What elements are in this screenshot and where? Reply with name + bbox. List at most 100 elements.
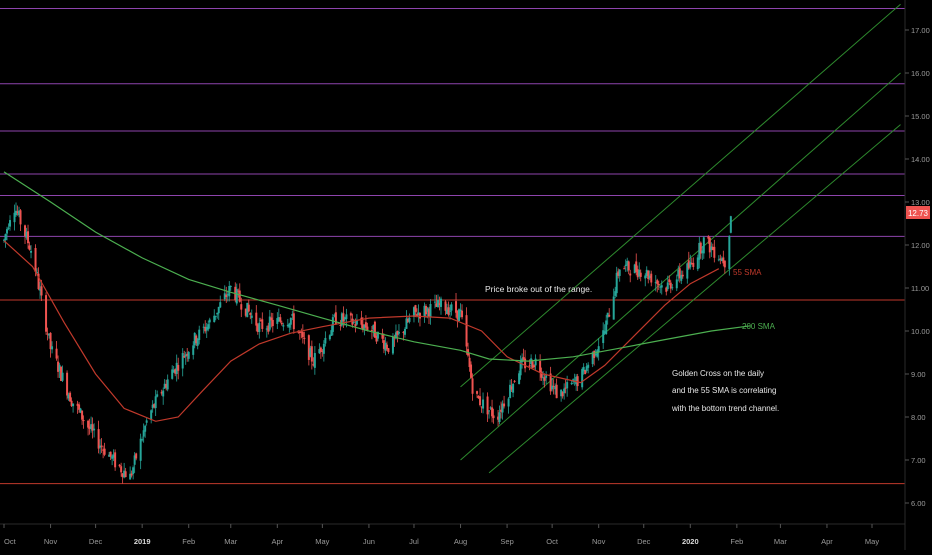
candle-body	[36, 272, 39, 274]
candle	[171, 365, 174, 380]
candle	[717, 255, 720, 262]
candle-body	[249, 313, 252, 315]
candle	[666, 275, 669, 291]
candle-body	[470, 364, 473, 378]
candle-body	[111, 456, 114, 459]
candle-body	[503, 403, 506, 407]
candle	[330, 325, 333, 336]
candle	[121, 472, 124, 484]
candle-body	[606, 312, 609, 318]
candle-body	[542, 377, 545, 379]
time-axis[interactable]: Oct Nov Dec 2019 Feb Mar Apr May Jun Jul Aug Sep Oct…	[0, 523, 905, 546]
candle-body	[698, 242, 701, 260]
candle	[612, 288, 615, 320]
candle-body	[88, 426, 91, 429]
candle-body	[333, 315, 336, 317]
candle	[385, 341, 388, 352]
candle	[555, 378, 558, 399]
y-tick-label: 15.00	[911, 112, 930, 121]
candle	[533, 364, 536, 369]
candle	[618, 269, 621, 282]
candle	[403, 327, 406, 338]
candle-body	[183, 356, 186, 358]
candle-body	[720, 258, 723, 262]
candle	[602, 322, 605, 349]
candle-body	[639, 272, 642, 277]
channel-line-1	[460, 72, 901, 461]
candle-body	[417, 312, 420, 316]
candle	[449, 304, 452, 320]
candle	[207, 320, 210, 332]
candle	[120, 462, 123, 477]
candle-body	[426, 308, 429, 312]
candle-body	[55, 348, 58, 359]
y-tick-label: 7.00	[911, 456, 926, 465]
x-tick-label: Sep	[500, 537, 513, 546]
candle	[219, 295, 222, 309]
candle-body	[575, 376, 578, 385]
candle	[318, 343, 321, 355]
candle-body	[187, 352, 190, 359]
candle	[458, 308, 461, 322]
candle-body	[87, 420, 90, 428]
candle-body	[384, 342, 387, 351]
candle-body	[307, 335, 310, 360]
moving-averages	[3, 171, 751, 422]
candle-body	[686, 263, 689, 279]
candle-body	[587, 364, 590, 368]
candle-body	[256, 324, 259, 332]
candle-body	[623, 268, 626, 270]
candle-body	[675, 279, 678, 289]
y-tick-label: 16.00	[911, 69, 930, 78]
candle-body	[40, 286, 43, 296]
candle	[500, 401, 503, 419]
candle-body	[552, 385, 555, 387]
x-tick-label: May	[865, 537, 879, 546]
candle	[702, 236, 705, 259]
candle	[112, 449, 115, 462]
candle-body	[25, 231, 28, 238]
candle	[545, 371, 548, 384]
candle-body	[585, 366, 588, 371]
candle-body	[280, 322, 283, 325]
candle	[268, 310, 271, 332]
candle	[150, 409, 153, 424]
candle-body	[402, 331, 405, 334]
candle	[597, 338, 600, 361]
candle	[509, 379, 512, 399]
candle	[722, 250, 725, 267]
candle-body	[624, 264, 627, 267]
candle	[216, 312, 219, 319]
candle-body	[90, 424, 93, 430]
candle	[623, 265, 626, 270]
candle	[465, 307, 468, 355]
candle	[375, 331, 378, 345]
x-tick-label: Nov	[592, 537, 606, 546]
candle	[638, 262, 641, 279]
candle	[267, 322, 270, 335]
price-axis[interactable]: 17.00 16.00 15.00 14.00 13.00 12.00 11.00 10.00…	[904, 0, 930, 550]
candle	[324, 331, 327, 347]
candle-body	[265, 328, 268, 330]
series-line-55-sma	[3, 240, 720, 422]
candle	[97, 420, 100, 454]
y-tick-label: 12.00	[911, 241, 930, 250]
x-tick-label: Dec	[89, 537, 103, 546]
candle-body	[429, 304, 432, 317]
candle	[551, 378, 554, 392]
candle-body	[660, 285, 663, 288]
candle	[639, 269, 642, 282]
candle-body	[79, 408, 82, 413]
candle	[719, 254, 722, 265]
candle-body	[130, 473, 133, 476]
candle	[627, 260, 630, 275]
candle	[46, 327, 49, 341]
candle	[418, 312, 421, 327]
candle-body	[343, 317, 346, 320]
candle-body	[270, 317, 273, 321]
x-tick-label: Mar	[774, 537, 787, 546]
candle-body	[397, 331, 400, 334]
candle	[49, 332, 52, 358]
